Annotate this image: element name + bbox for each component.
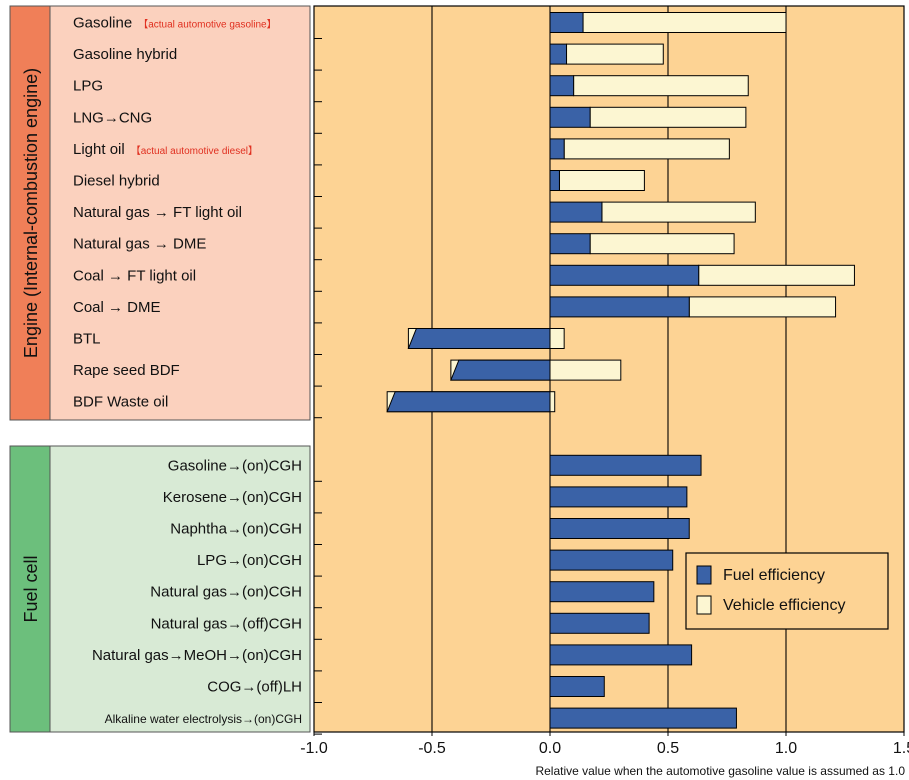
x-axis-title: Relative value when the automotive gasol…	[535, 764, 905, 778]
bar-vehicle-0-9	[688, 296, 837, 318]
x-tick-label-5: 1.5	[893, 740, 909, 757]
category-label-0-0: Gasoline 【actual automotive gasoline】	[73, 15, 277, 32]
bar-vehicle-0-2	[573, 75, 749, 97]
category-label-0-9: Coal → DME	[73, 299, 161, 316]
category-label-1-0: Gasoline→(on)CGH	[168, 457, 302, 474]
category-note: 【actual automotive diesel】	[131, 145, 258, 157]
bar-fuel-0-12	[386, 391, 551, 413]
bar-vehicle-0-5	[558, 170, 645, 191]
bar-vehicle-0-8	[698, 264, 855, 286]
bar-fuel-1-2	[549, 518, 690, 539]
category-label-text: Natural gas → FT light oil	[73, 204, 242, 221]
bar-fuel-1-8	[549, 707, 737, 729]
legend-box	[685, 552, 889, 630]
category-label-0-12: BDF Waste oil	[73, 394, 168, 411]
bar-vehicle-0-3	[589, 106, 747, 128]
category-label-text: Natural gas → DME	[73, 236, 206, 253]
group-title-0: Engine (Internal-combustion engine)	[21, 68, 41, 358]
bar-fuel-1-0	[549, 454, 702, 476]
category-label-text: Gasoline	[73, 15, 132, 32]
bar-fuel-1-3	[549, 549, 674, 571]
category-label-text: Coal → DME	[73, 299, 161, 316]
category-label-text: Coal → FT light oil	[73, 267, 196, 284]
group-title-1: Fuel cell	[21, 555, 41, 622]
category-label-0-11: Rape seed BDF	[73, 362, 180, 379]
bar-vehicle-0-1	[566, 43, 664, 65]
category-label-0-2: LPG	[73, 78, 103, 95]
legend-swatch-1	[696, 595, 712, 615]
x-tick-label-3: 0.5	[657, 740, 679, 757]
category-label-1-6: Natural gas→MeOH→(on)CGH	[92, 647, 302, 664]
group-panel-0	[49, 5, 311, 421]
category-label-text: Light oil	[73, 141, 125, 158]
category-label-0-1: Gasoline hybrid	[73, 46, 177, 63]
category-label-text: Diesel hybrid	[73, 173, 160, 190]
bar-fuel-0-10	[407, 328, 551, 349]
category-label-1-2: Naphtha→(on)CGH	[170, 521, 302, 538]
category-label-1-5: Natural gas→(off)CGH	[151, 615, 302, 632]
legend-label-0: Fuel efficiency	[723, 567, 825, 584]
category-label-0-6: Natural gas → FT light oil	[73, 204, 242, 221]
x-tick-label-4: 1.0	[775, 740, 797, 757]
legend-swatch-0	[696, 565, 712, 585]
x-tick-label-0: -1.0	[300, 740, 328, 757]
category-label-1-7: COG→(off)LH	[207, 679, 302, 696]
category-label-1-4: Natural gas→(on)CGH	[150, 584, 302, 601]
group-panel-1	[49, 445, 311, 733]
bar-vehicle-0-4	[563, 138, 730, 160]
category-label-1-1: Kerosene→(on)CGH	[163, 489, 302, 506]
bar-fuel-0-11	[450, 359, 551, 381]
category-label-0-7: Natural gas → DME	[73, 236, 206, 253]
category-label-0-8: Coal → FT light oil	[73, 267, 196, 284]
category-label-text: BDF Waste oil	[73, 394, 168, 411]
bar-fuel-1-7	[549, 676, 605, 697]
bar-fuel-0-6	[549, 201, 603, 223]
bar-fuel-0-3	[549, 106, 591, 128]
category-label-text: Rape seed BDF	[73, 362, 180, 379]
category-label-text: LPG	[73, 78, 103, 95]
bar-vehicle-0-0	[582, 12, 787, 33]
category-label-text: Gasoline hybrid	[73, 46, 177, 63]
bar-fuel-0-2	[549, 75, 575, 97]
category-label-1-8: Alkaline water electrolysis→(on)CGH	[105, 712, 302, 726]
category-label-text: LNG→CNG	[73, 109, 152, 126]
category-note: 【actual automotive gasoline】	[138, 19, 276, 31]
category-label-0-4: Light oil 【actual automotive diesel】	[73, 141, 258, 158]
bar-fuel-1-6	[549, 644, 693, 666]
category-label-1-3: LPG→(on)CGH	[197, 552, 302, 569]
group-title-box-0	[9, 5, 51, 421]
bar-fuel-1-4	[549, 581, 655, 603]
bar-fuel-0-0	[549, 12, 584, 33]
x-tick-label-1: -0.5	[418, 740, 446, 757]
x-tick-label-2: 0.0	[539, 740, 561, 757]
bar-fuel-0-4	[549, 138, 565, 160]
legend-label-1: Vehicle efficiency	[723, 597, 845, 614]
bar-vehicle-0-6	[601, 201, 756, 223]
bar-fuel-0-5	[549, 170, 560, 191]
bar-fuel-0-8	[549, 264, 700, 286]
category-label-0-3: LNG→CNG	[73, 109, 152, 126]
category-label-text: BTL	[73, 331, 101, 348]
bar-fuel-1-1	[549, 486, 688, 508]
category-label-0-5: Diesel hybrid	[73, 173, 160, 190]
bar-fuel-0-7	[549, 233, 591, 255]
category-label-0-10: BTL	[73, 331, 101, 348]
bar-fuel-0-9	[549, 296, 690, 318]
group-title-box-1	[9, 445, 51, 733]
bar-vehicle-0-7	[589, 233, 735, 255]
bar-fuel-0-1	[549, 43, 568, 65]
legend: Fuel efficiency Vehicle efficiency	[685, 552, 889, 630]
bar-fuel-1-5	[549, 612, 650, 634]
